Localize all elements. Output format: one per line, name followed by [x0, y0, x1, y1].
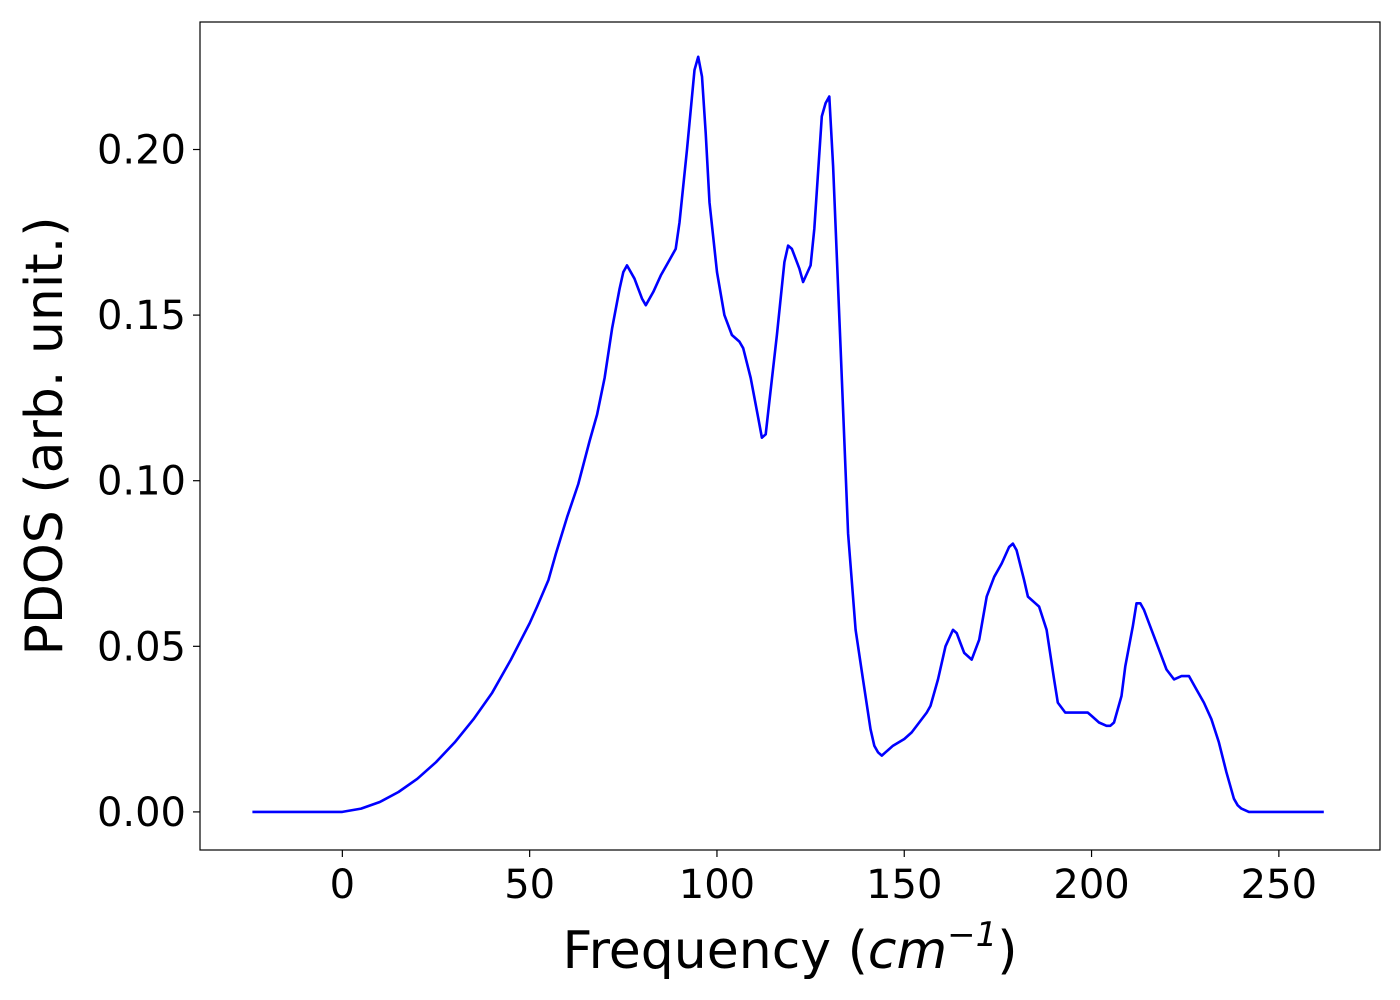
- y-tick-label: 0.00: [97, 790, 186, 836]
- y-tick-label: 0.10: [97, 459, 186, 505]
- y-axis-label: PDOS (arb. unit.): [15, 216, 75, 655]
- plot-frame: [199, 21, 1381, 851]
- x-axis-label: Frequency (cm−1): [562, 915, 1017, 981]
- plot-area-background: [200, 22, 1380, 850]
- x-tick-label: 0: [330, 862, 355, 908]
- x-tick-label: 250: [1241, 862, 1317, 908]
- x-tick-label: 200: [1053, 862, 1129, 908]
- y-tick-label: 0.05: [97, 624, 186, 670]
- series-group: [252, 55, 1324, 814]
- axis-ticks: 0 50 100 150 200 250 0.00 0.05 0.10 0.15 0.20: [97, 128, 1317, 908]
- pdos-line: [252, 55, 1324, 814]
- x-tick-label: 100: [679, 862, 755, 908]
- x-tick-label: 50: [504, 862, 555, 908]
- y-tick-label: 0.15: [97, 293, 186, 339]
- x-tick-label: 150: [866, 862, 942, 908]
- y-tick-label: 0.20: [97, 128, 186, 174]
